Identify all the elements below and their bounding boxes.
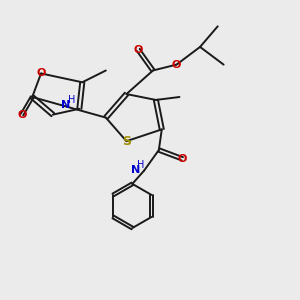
Text: H: H — [68, 95, 76, 105]
Text: H: H — [137, 160, 145, 170]
Text: O: O — [36, 68, 46, 78]
Text: N: N — [131, 165, 140, 175]
Text: O: O — [178, 154, 187, 164]
Text: O: O — [17, 110, 27, 120]
Text: O: O — [172, 60, 181, 70]
Text: S: S — [122, 135, 131, 148]
Text: O: O — [134, 45, 143, 55]
Text: N: N — [61, 100, 70, 110]
